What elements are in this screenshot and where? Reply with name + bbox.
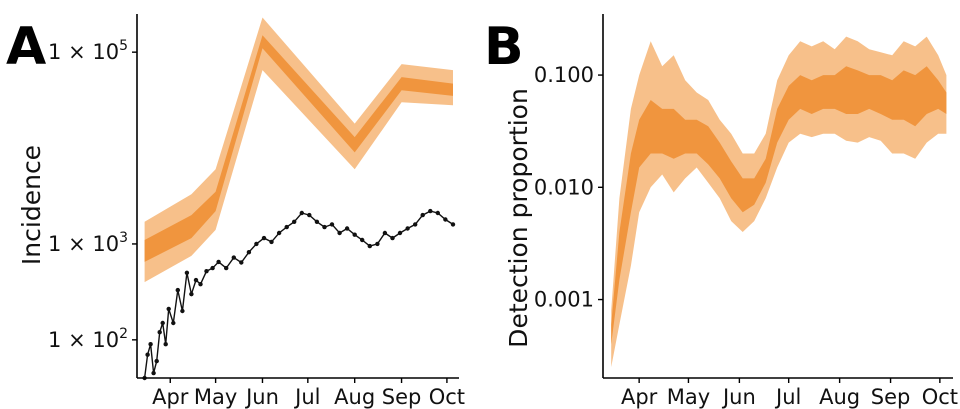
panel-b-y-tick-label: 0.010 [534, 175, 594, 199]
panel-a-observed-point [307, 212, 312, 218]
panel-a-x-tick-label: Apr [152, 385, 189, 409]
panel-a-x-tick-label: Sep [382, 385, 422, 409]
panel-a-observed-point [163, 342, 168, 347]
panel-b-x-tick-label: Jul [774, 385, 801, 409]
panel-b-band-outer [611, 36, 947, 368]
panel-b-x-tick-label: Aug [819, 385, 860, 409]
panel-a-observed-point [151, 370, 156, 376]
panel-a-observed-point [375, 241, 380, 247]
panel-a-observed-point [224, 265, 229, 271]
panel-a-observed-point [231, 255, 236, 260]
panel-a-observed-point [435, 210, 440, 216]
panel-a-observed-point [405, 226, 410, 231]
panel-a-observed-series [142, 208, 456, 381]
panel-b-x-tick-label: Apr [621, 385, 658, 409]
panel-a-y-tick-label: 1 × 102 [48, 326, 128, 352]
panel-a: A Incidence Apr May Jun Jul Aug Sep Oct 1 × 102… [6, 14, 465, 409]
panel-a-observed-point [193, 277, 199, 283]
panel-a-observed-point [184, 270, 190, 275]
panel-a-observed-point [276, 230, 282, 236]
panel-a-observed-point [367, 243, 372, 249]
panel-a-observed-point [420, 212, 425, 218]
panel-a-observed-point [160, 320, 165, 326]
panel-a-observed-point [166, 306, 171, 312]
panel-a-observed-point [269, 239, 274, 245]
panel-a-x-tick-label: Jul [293, 385, 320, 409]
panel-a-y-tick-label: 1 × 105 [48, 38, 128, 64]
panel-b-letter: B [484, 17, 524, 77]
panel-b-axes: Apr May Jun Jul Aug Sep Oct 0.001 0.010 0.100 [534, 14, 958, 409]
panel-a-observed-point [413, 222, 418, 227]
panel-a-observed-point [189, 291, 194, 297]
panel-a-observed-point [390, 235, 395, 241]
panel-a-x-tick-label: Aug [334, 385, 375, 409]
panel-a-observed-point [299, 210, 304, 216]
panel-a-observed-point [397, 230, 403, 236]
panel-a-observed-point [180, 308, 185, 314]
panel-b-y-tick-label: 0.001 [534, 288, 594, 312]
panel-a-band-inner [144, 35, 453, 262]
panel-b-detection-bands [611, 36, 947, 368]
panel-a-observed-point [175, 287, 180, 293]
panel-a-observed-point [171, 320, 176, 326]
panel-a-observed-point [204, 269, 209, 274]
panel-b: B Detection proportion Apr May Jun Jul Aug Se… [484, 14, 958, 409]
panel-a-observed-point [284, 224, 289, 230]
panel-a-x-tick-label: Oct [429, 385, 465, 409]
panel-a-observed-point [450, 222, 456, 227]
panel-a-observed-point [145, 352, 150, 357]
panel-a-observed-point [254, 241, 259, 247]
panel-a-observed-point [261, 235, 267, 241]
panel-a-y-tick-label: 1 × 103 [48, 230, 128, 256]
panel-a-observed-point [154, 358, 159, 364]
panel-b-x-tick-label: Jun [721, 385, 756, 409]
panel-a-observed-point [322, 224, 327, 230]
panel-b-x-tick-label: May [667, 385, 710, 409]
panel-a-observed-point [337, 230, 342, 236]
panel-a-observed-point [246, 250, 252, 255]
panel-a-estimated-bands [144, 17, 453, 283]
panel-b-band-inner [611, 66, 947, 345]
panel-a-observed-point [292, 219, 297, 224]
panel-a-observed-point [157, 330, 162, 335]
panel-a-observed-point [239, 260, 244, 265]
panel-a-observed-point [148, 342, 153, 347]
panel-a-x-tick-label: Jun [244, 385, 279, 409]
panel-a-letter: A [6, 17, 46, 77]
panel-a-observed-point [428, 208, 433, 214]
panel-a-observed-point [344, 226, 350, 231]
panel-a-observed-point [352, 232, 357, 237]
panel-a-observed-point [382, 230, 388, 236]
panel-b-x-tick-label: Oct [922, 385, 958, 409]
panel-a-axes: Apr May Jun Jul Aug Sep Oct 1 × 102 1 × 103 1 × 1… [48, 14, 465, 409]
panel-a-band-outer [144, 17, 453, 283]
panel-a-observed-point [216, 259, 221, 265]
panel-a-observed-point [360, 237, 365, 243]
panel-a-y-axis-label: Incidence [17, 145, 46, 265]
panel-a-observed-point [314, 219, 320, 224]
panel-a-x-tick-label: May [194, 385, 237, 409]
panel-b-y-tick-label: 0.100 [534, 63, 594, 87]
panel-a-observed-point [329, 222, 335, 227]
panel-b-x-tick-label: Sep [871, 385, 911, 409]
panel-a-observed-point [443, 217, 448, 222]
panel-b-y-axis-label: Detection proportion [504, 88, 533, 348]
panel-a-observed-point [198, 282, 203, 287]
panel-a-observed-point [210, 265, 215, 271]
